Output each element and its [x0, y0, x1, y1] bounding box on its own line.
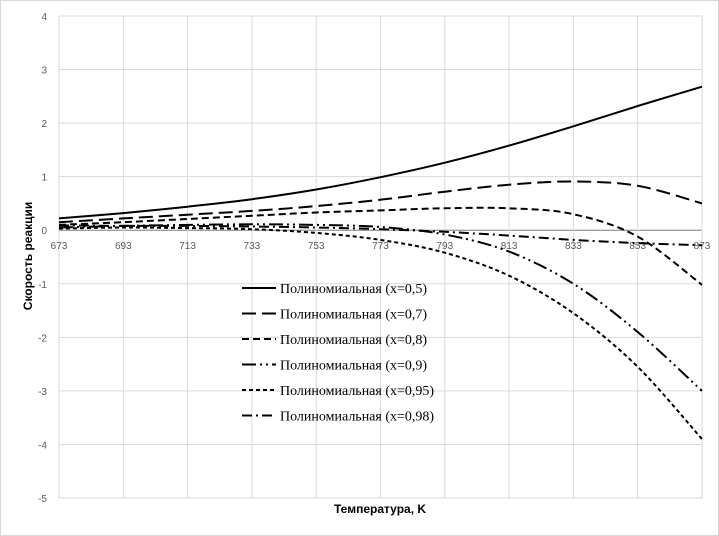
- legend: Полиномиальная (x=0,5) Полиномиальная (x=…: [242, 282, 434, 425]
- legend-label: Полиномиальная (x=0,9): [280, 359, 427, 374]
- y-tick-label: -1: [38, 280, 47, 291]
- x-tick-label: 793: [436, 241, 453, 252]
- x-tick-labels: 673 693 713 733 753 773 793 813 833 853 873: [51, 241, 711, 252]
- legend-label: Полиномиальная (x=0,5): [280, 282, 427, 297]
- series-line: [58, 180, 703, 224]
- y-tick-labels: 4 3 2 1 0 -1 -2 -3 -4 -5: [38, 12, 47, 505]
- series-lines: [58, 85, 703, 440]
- y-axis-title: Скорость реакции: [21, 202, 35, 310]
- x-tick-label: 773: [372, 241, 389, 252]
- x-tick-label: 693: [115, 241, 132, 252]
- legend-label: Полиномиальная (x=0,98): [280, 410, 434, 425]
- x-tick-label: 873: [694, 241, 711, 252]
- x-tick-label: 713: [179, 241, 196, 252]
- grid-lines: [58, 15, 703, 499]
- y-tick-label: 3: [41, 66, 47, 77]
- x-tick-label: 733: [244, 241, 261, 252]
- y-tick-label: -3: [38, 387, 47, 398]
- y-tick-label: -2: [38, 333, 47, 344]
- y-tick-label: -4: [38, 440, 47, 451]
- x-tick-label: 813: [501, 241, 518, 252]
- series-line: [58, 206, 703, 286]
- legend-label: Полиномиальная (x=0,8): [280, 333, 427, 348]
- y-tick-label: 4: [41, 12, 47, 23]
- series-line: [58, 85, 703, 220]
- plot-area: [58, 15, 703, 499]
- x-tick-label: 833: [565, 241, 582, 252]
- series-line: [58, 226, 703, 440]
- y-tick-label: 0: [41, 226, 47, 237]
- y-tick-label: 1: [41, 173, 47, 184]
- x-axis-title: Температура, K: [334, 502, 426, 516]
- legend-label: Полиномиальная (x=0,7): [280, 308, 427, 323]
- x-tick-label: 673: [51, 241, 68, 252]
- x-tick-label: 853: [629, 241, 646, 252]
- y-tick-label: 2: [41, 119, 47, 130]
- x-tick-label: 753: [308, 241, 325, 252]
- y-tick-label: -5: [38, 494, 47, 505]
- legend-label: Полиномиальная (x=0,95): [280, 384, 434, 399]
- series-line: [58, 224, 703, 247]
